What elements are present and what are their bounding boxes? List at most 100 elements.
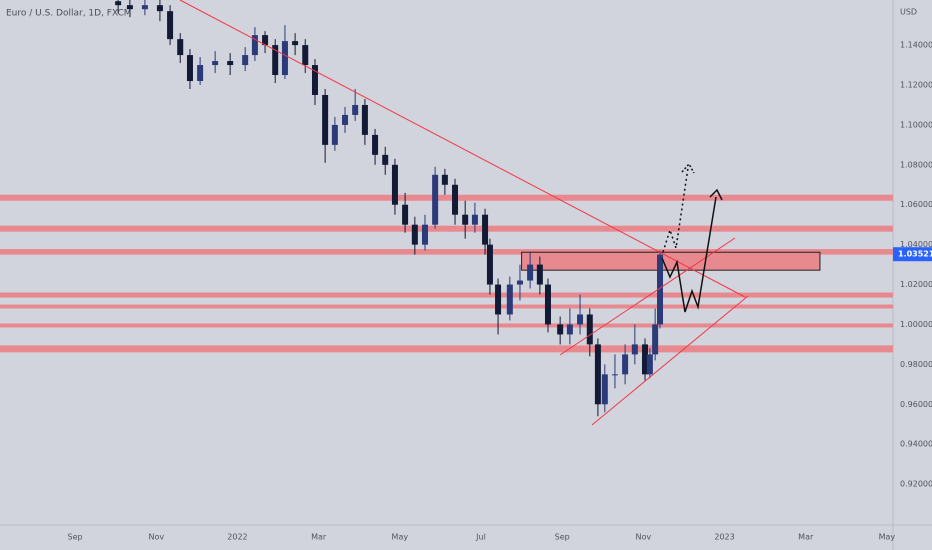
candle-body xyxy=(544,284,551,325)
candle-body xyxy=(322,94,329,145)
candle-body xyxy=(311,65,318,95)
axes: 0.92000 0.94000 0.96000 0.98000 1.00000 1.020… xyxy=(68,41,932,542)
y-tick-label: 1.04000 xyxy=(900,240,932,249)
candle-body xyxy=(577,314,584,325)
sr-zone xyxy=(0,194,893,201)
x-tick-label: May xyxy=(392,533,409,542)
candle-body xyxy=(272,45,279,76)
x-tick-label: Mar xyxy=(798,533,814,542)
x-tick-label: May xyxy=(879,533,896,542)
alt-projection-arrow xyxy=(662,167,689,253)
candle-body xyxy=(391,164,398,205)
candle-body xyxy=(302,45,309,66)
candle-body xyxy=(372,134,379,155)
last-price-tag xyxy=(893,247,932,262)
channel-lower-line xyxy=(591,295,749,426)
candle-body xyxy=(594,344,601,405)
candle-body xyxy=(242,55,249,66)
y-tick-label: 1.06000 xyxy=(900,200,932,209)
candle-body xyxy=(251,35,258,56)
sr-zone xyxy=(0,249,893,255)
y-tick-label: 1.02000 xyxy=(900,280,932,289)
supply-box xyxy=(521,251,821,271)
candle-body xyxy=(486,244,493,285)
y-tick-label: 0.92000 xyxy=(900,480,932,489)
sr-zone xyxy=(0,292,893,298)
candle-body xyxy=(212,61,219,66)
candle-body xyxy=(382,154,389,165)
y-tick-label: 1.12000 xyxy=(900,81,932,90)
down-trendline xyxy=(179,0,746,298)
candle-body xyxy=(331,124,338,145)
candle-body xyxy=(495,284,502,315)
candle-body xyxy=(482,214,489,245)
chart-title: Euro / U.S. Dollar, 1D, FXCM xyxy=(6,9,132,19)
candle-body xyxy=(462,214,469,225)
x-tick-label: 2023 xyxy=(714,533,734,542)
candle-body xyxy=(361,104,368,135)
x-tick-label: Nov xyxy=(148,533,164,542)
candle-body xyxy=(611,374,618,376)
y-tick-label: 1.14000 xyxy=(900,41,932,50)
x-tick-label: Jul xyxy=(475,533,486,542)
candle-body xyxy=(167,11,174,40)
candle-body xyxy=(631,344,638,355)
candle-body xyxy=(227,61,234,66)
x-tick-label: Mar xyxy=(311,533,327,542)
candle-body xyxy=(126,5,133,10)
candles xyxy=(115,0,664,417)
projection-arrow xyxy=(661,196,717,313)
candle-body xyxy=(186,55,193,82)
candle-body xyxy=(586,314,593,345)
candle-body xyxy=(516,280,523,285)
y-tick-label: 1.10000 xyxy=(900,120,932,129)
candle-body xyxy=(471,214,478,225)
x-tick-label: 2022 xyxy=(227,533,247,542)
candle-body xyxy=(452,184,459,215)
candle-body xyxy=(601,374,608,405)
last-price-label: 1.03521 xyxy=(898,250,932,259)
candle-body xyxy=(646,354,653,375)
candle-body xyxy=(527,264,534,281)
candle-body xyxy=(536,264,543,285)
drawings xyxy=(179,0,749,426)
y-tick-label: 0.96000 xyxy=(900,400,932,409)
candle-body xyxy=(506,284,513,315)
candle-body xyxy=(262,35,269,46)
candle-body xyxy=(197,65,204,82)
candle-body xyxy=(657,254,664,325)
candle-body xyxy=(622,354,629,375)
candle-body xyxy=(421,224,428,245)
candle-body xyxy=(281,41,288,76)
zones xyxy=(0,194,893,353)
candle-body xyxy=(411,224,418,245)
candle-body xyxy=(402,204,409,225)
sr-zone xyxy=(0,225,893,232)
candle-body xyxy=(557,324,564,335)
y-tick-label: 1.00000 xyxy=(900,320,932,329)
candle-body xyxy=(141,5,148,10)
x-tick-label: Nov xyxy=(636,533,652,542)
candle-body xyxy=(177,39,184,56)
alt-arrow-head xyxy=(681,162,695,174)
candle-body xyxy=(652,324,659,355)
arrow-head xyxy=(709,188,723,201)
candle-body xyxy=(441,174,448,185)
sr-zone xyxy=(0,345,893,353)
sr-zone xyxy=(0,323,893,328)
sr-zone xyxy=(0,304,893,309)
y-tick-label: 1.08000 xyxy=(900,160,932,169)
candle-body xyxy=(641,344,648,375)
candle-body xyxy=(432,174,439,225)
candle-body xyxy=(342,114,349,125)
candle-body xyxy=(156,5,163,12)
y-tick-label: 0.98000 xyxy=(900,360,932,369)
x-tick-label: Sep xyxy=(555,533,570,542)
candle-body xyxy=(115,1,122,6)
currency-label: USD xyxy=(900,8,917,17)
y-tick-label: 0.94000 xyxy=(900,440,932,449)
candle-body xyxy=(352,104,359,115)
candle-body xyxy=(292,41,299,46)
